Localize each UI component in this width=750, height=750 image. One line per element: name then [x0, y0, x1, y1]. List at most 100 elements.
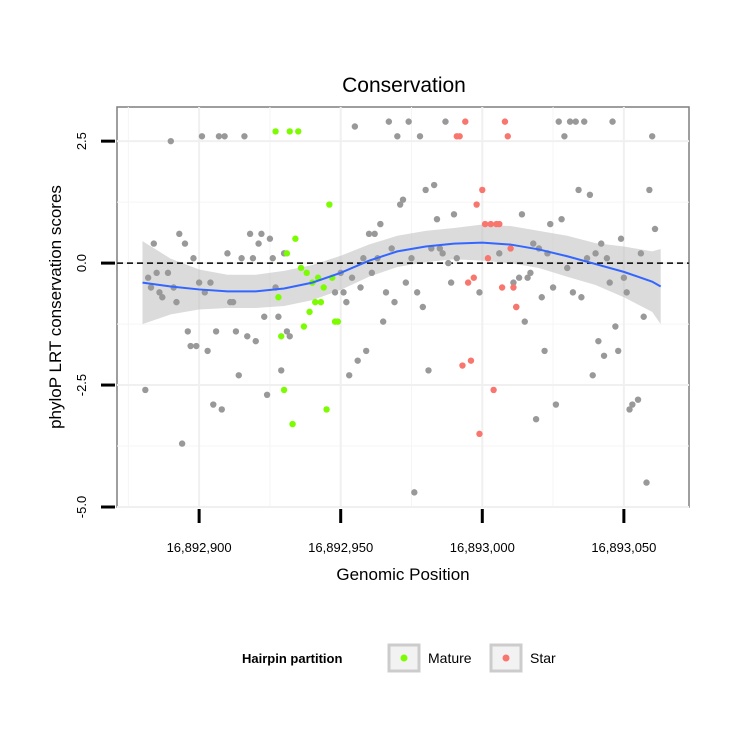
x-tick-label-0: 16,892,900	[167, 540, 232, 555]
point-mature-10	[300, 323, 308, 330]
x-tick-label-3: 16,893,050	[591, 540, 656, 555]
point-other-107	[541, 347, 548, 355]
point-star-16	[498, 284, 506, 291]
legend-title: Hairpin partition	[242, 651, 342, 666]
point-other-66	[377, 220, 384, 228]
point-other-106	[538, 294, 545, 301]
point-other-15	[187, 342, 194, 350]
smooth-trend-line	[142, 241, 662, 293]
legend-label-star: Star	[530, 650, 556, 666]
point-other-62	[365, 230, 373, 238]
point-other-123	[586, 191, 594, 199]
point-mature-6	[289, 420, 296, 428]
point-other-82	[422, 186, 429, 194]
point-other-55	[345, 372, 353, 379]
confidence-ribbon	[142, 224, 661, 325]
point-other-69	[385, 118, 393, 125]
point-other-127	[598, 240, 605, 247]
point-other-98	[515, 274, 523, 281]
x-tick-label-2: 16,893,000	[450, 540, 515, 555]
point-other-128	[600, 352, 608, 359]
point-other-103	[530, 240, 537, 247]
point-other-86	[433, 215, 441, 223]
point-other-68	[382, 289, 390, 296]
point-other-113	[558, 215, 565, 223]
point-other-7	[164, 269, 172, 277]
point-other-44	[269, 255, 276, 262]
point-other-36	[246, 230, 254, 238]
point-star-2	[459, 362, 466, 369]
point-other-71	[391, 298, 398, 306]
point-star-6	[470, 274, 477, 281]
point-other-83	[425, 367, 432, 374]
legend-dot-star	[502, 654, 510, 662]
point-other-101	[524, 274, 531, 281]
point-other-26	[218, 406, 225, 413]
point-other-18	[195, 279, 203, 286]
point-other-139	[634, 396, 642, 403]
point-star-18	[504, 133, 511, 140]
point-other-133	[615, 347, 622, 355]
point-other-117	[569, 289, 577, 296]
chart-title: Conservation	[342, 74, 466, 97]
x-tick-label-1: 16,892,950	[308, 540, 373, 555]
point-other-134	[617, 235, 625, 242]
point-other-78	[411, 489, 418, 496]
point-other-140	[637, 250, 645, 257]
point-other-144	[648, 133, 656, 140]
point-other-3	[150, 240, 158, 247]
point-other-67	[379, 318, 387, 325]
point-other-22	[207, 279, 214, 286]
point-star-10	[481, 220, 489, 228]
point-star-1	[456, 133, 463, 140]
point-mature-2	[278, 333, 285, 340]
point-other-136	[623, 289, 630, 296]
point-other-12	[178, 440, 186, 447]
point-other-122	[583, 255, 591, 262]
point-other-129	[603, 255, 611, 262]
point-other-112	[555, 118, 562, 125]
point-mature-11	[303, 269, 310, 277]
point-other-32	[235, 372, 242, 379]
point-other-6	[159, 294, 166, 301]
point-other-96	[510, 279, 517, 286]
point-other-93	[453, 255, 461, 262]
point-star-12	[487, 220, 494, 228]
point-other-10	[173, 298, 180, 306]
point-other-94	[476, 289, 483, 296]
point-other-13	[181, 240, 189, 247]
point-other-49	[283, 328, 291, 335]
point-other-74	[399, 196, 407, 203]
point-star-9	[479, 186, 486, 194]
point-other-0	[142, 386, 149, 394]
point-other-143	[646, 186, 653, 194]
y-axis-title: phyloP LRT conservation scores	[46, 185, 65, 429]
point-other-81	[419, 303, 427, 311]
point-other-131	[609, 118, 616, 125]
point-other-138	[629, 401, 636, 408]
x-axis: 16,892,900 16,892,950 16,893,000 16,893,050	[167, 509, 656, 555]
point-mature-18	[323, 406, 330, 413]
y-tick-label-3: 2.5	[74, 132, 89, 150]
point-mature-9	[297, 264, 305, 272]
point-other-21	[204, 347, 211, 355]
point-other-56	[348, 274, 356, 281]
point-other-61	[362, 347, 370, 355]
point-other-46	[275, 313, 282, 320]
data-points	[142, 118, 659, 496]
point-other-47	[278, 367, 285, 374]
legend: Hairpin partition Mature Star	[242, 643, 556, 673]
point-mature-8	[295, 128, 302, 135]
point-other-43	[266, 235, 274, 242]
point-other-63	[368, 269, 376, 277]
point-other-31	[232, 328, 240, 335]
point-other-126	[595, 337, 602, 345]
point-mature-16	[317, 298, 325, 306]
point-other-110	[549, 284, 557, 291]
point-other-99	[518, 211, 526, 218]
point-other-1	[144, 274, 152, 281]
point-other-121	[581, 118, 588, 125]
point-other-41	[261, 313, 268, 320]
point-other-79	[413, 289, 421, 296]
point-other-75	[402, 279, 410, 286]
